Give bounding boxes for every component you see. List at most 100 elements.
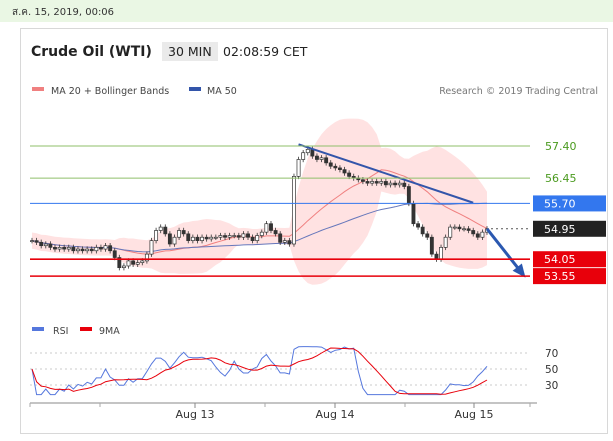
ma9-legend-label: 9MA bbox=[99, 326, 120, 337]
ma50-legend-swatch bbox=[189, 87, 201, 91]
candle bbox=[443, 234, 448, 251]
level-tag bbox=[533, 251, 606, 268]
candle bbox=[232, 232, 237, 239]
candle bbox=[337, 165, 342, 173]
candle bbox=[379, 178, 384, 186]
projection-arrowhead bbox=[512, 263, 526, 278]
candle bbox=[342, 166, 347, 176]
candle bbox=[195, 234, 200, 244]
x-tick-label: Aug 13 bbox=[176, 408, 215, 421]
level-label: 56.45 bbox=[545, 172, 577, 185]
price-plot bbox=[30, 118, 526, 285]
level-lines: 57.40 56.45 55.70 54.95 54.05 53.55 bbox=[30, 140, 606, 285]
bollinger-band bbox=[32, 118, 487, 285]
candle bbox=[53, 244, 57, 252]
candle bbox=[236, 232, 241, 240]
candle bbox=[200, 234, 204, 244]
candle bbox=[71, 244, 76, 254]
candle bbox=[167, 231, 172, 247]
ma9-line bbox=[31, 347, 488, 395]
candle bbox=[177, 227, 182, 240]
candle bbox=[328, 160, 333, 169]
candle bbox=[190, 234, 195, 244]
rsi-legend-swatch bbox=[32, 327, 44, 331]
candle bbox=[333, 163, 338, 171]
candle bbox=[457, 224, 462, 232]
candle bbox=[30, 237, 34, 244]
candle bbox=[80, 246, 85, 254]
level-support: 54.05 bbox=[30, 251, 606, 268]
candle bbox=[154, 227, 159, 244]
candle bbox=[66, 244, 71, 252]
level-tag bbox=[533, 268, 606, 285]
rsi-tick-label: 70 bbox=[545, 348, 558, 360]
candle bbox=[85, 246, 90, 254]
date-stamp: ส.ค. 15, 2019, 00:06 bbox=[12, 7, 115, 18]
candle bbox=[374, 178, 379, 186]
candle bbox=[475, 231, 480, 240]
candle bbox=[393, 180, 398, 188]
timeframe-badge[interactable]: 30 MIN bbox=[162, 42, 218, 61]
candle bbox=[62, 244, 67, 252]
candle bbox=[324, 155, 329, 166]
candle bbox=[273, 227, 278, 237]
rsi-tick-label: 50 bbox=[545, 364, 558, 376]
ma50-legend-label: MA 50 bbox=[207, 86, 237, 97]
candle bbox=[34, 237, 39, 246]
x-axis: Aug 13 Aug 14 Aug 15 bbox=[29, 402, 537, 421]
candle bbox=[149, 237, 154, 257]
level-label: 54.95 bbox=[544, 223, 576, 236]
date-bar: ส.ค. 15, 2019, 00:06 bbox=[0, 0, 613, 22]
candle bbox=[429, 234, 434, 257]
candle bbox=[98, 244, 103, 252]
candle bbox=[466, 226, 471, 234]
candle bbox=[259, 229, 264, 239]
candle bbox=[117, 254, 122, 271]
candle bbox=[471, 227, 476, 237]
candle bbox=[287, 237, 292, 247]
candle bbox=[296, 156, 301, 180]
level-label: 54.05 bbox=[544, 253, 576, 266]
candle bbox=[462, 226, 466, 232]
candle bbox=[315, 153, 319, 163]
level-tag bbox=[533, 220, 606, 237]
clock-label: 02:08:59 CET bbox=[223, 44, 308, 59]
candle bbox=[112, 248, 117, 261]
ma20-legend-label: MA 20 + Bollinger Bands bbox=[51, 86, 169, 97]
candle bbox=[402, 180, 407, 190]
candle bbox=[89, 246, 94, 254]
candle bbox=[209, 234, 214, 242]
level-current: 54.95 bbox=[491, 220, 606, 237]
candle bbox=[452, 224, 457, 230]
candle bbox=[43, 241, 48, 249]
candle bbox=[241, 231, 246, 240]
level-pivot: 55.70 bbox=[30, 195, 606, 212]
trend-line bbox=[298, 143, 474, 204]
candle bbox=[282, 237, 287, 246]
candle bbox=[420, 224, 425, 237]
candle bbox=[94, 244, 99, 254]
candle bbox=[411, 200, 416, 227]
candle bbox=[425, 231, 430, 240]
credit-label: Research © 2019 Trading Central bbox=[439, 86, 598, 97]
rsi-tick-label: 30 bbox=[545, 380, 558, 392]
candle bbox=[57, 244, 62, 252]
candle bbox=[397, 180, 402, 188]
x-tick-label: Aug 15 bbox=[455, 408, 494, 421]
candle bbox=[76, 246, 80, 254]
candle bbox=[246, 231, 250, 240]
level-support: 53.55 bbox=[30, 268, 606, 285]
candle bbox=[264, 221, 269, 235]
rsi-legend-label: RSI bbox=[53, 326, 68, 337]
candle bbox=[103, 242, 108, 252]
level-tag bbox=[533, 195, 606, 212]
candle bbox=[448, 224, 453, 240]
candle bbox=[250, 234, 255, 244]
candle bbox=[383, 178, 388, 188]
candle bbox=[121, 263, 126, 271]
candle bbox=[365, 178, 370, 186]
candle bbox=[186, 231, 191, 244]
candle bbox=[480, 229, 485, 240]
candle bbox=[223, 232, 227, 240]
